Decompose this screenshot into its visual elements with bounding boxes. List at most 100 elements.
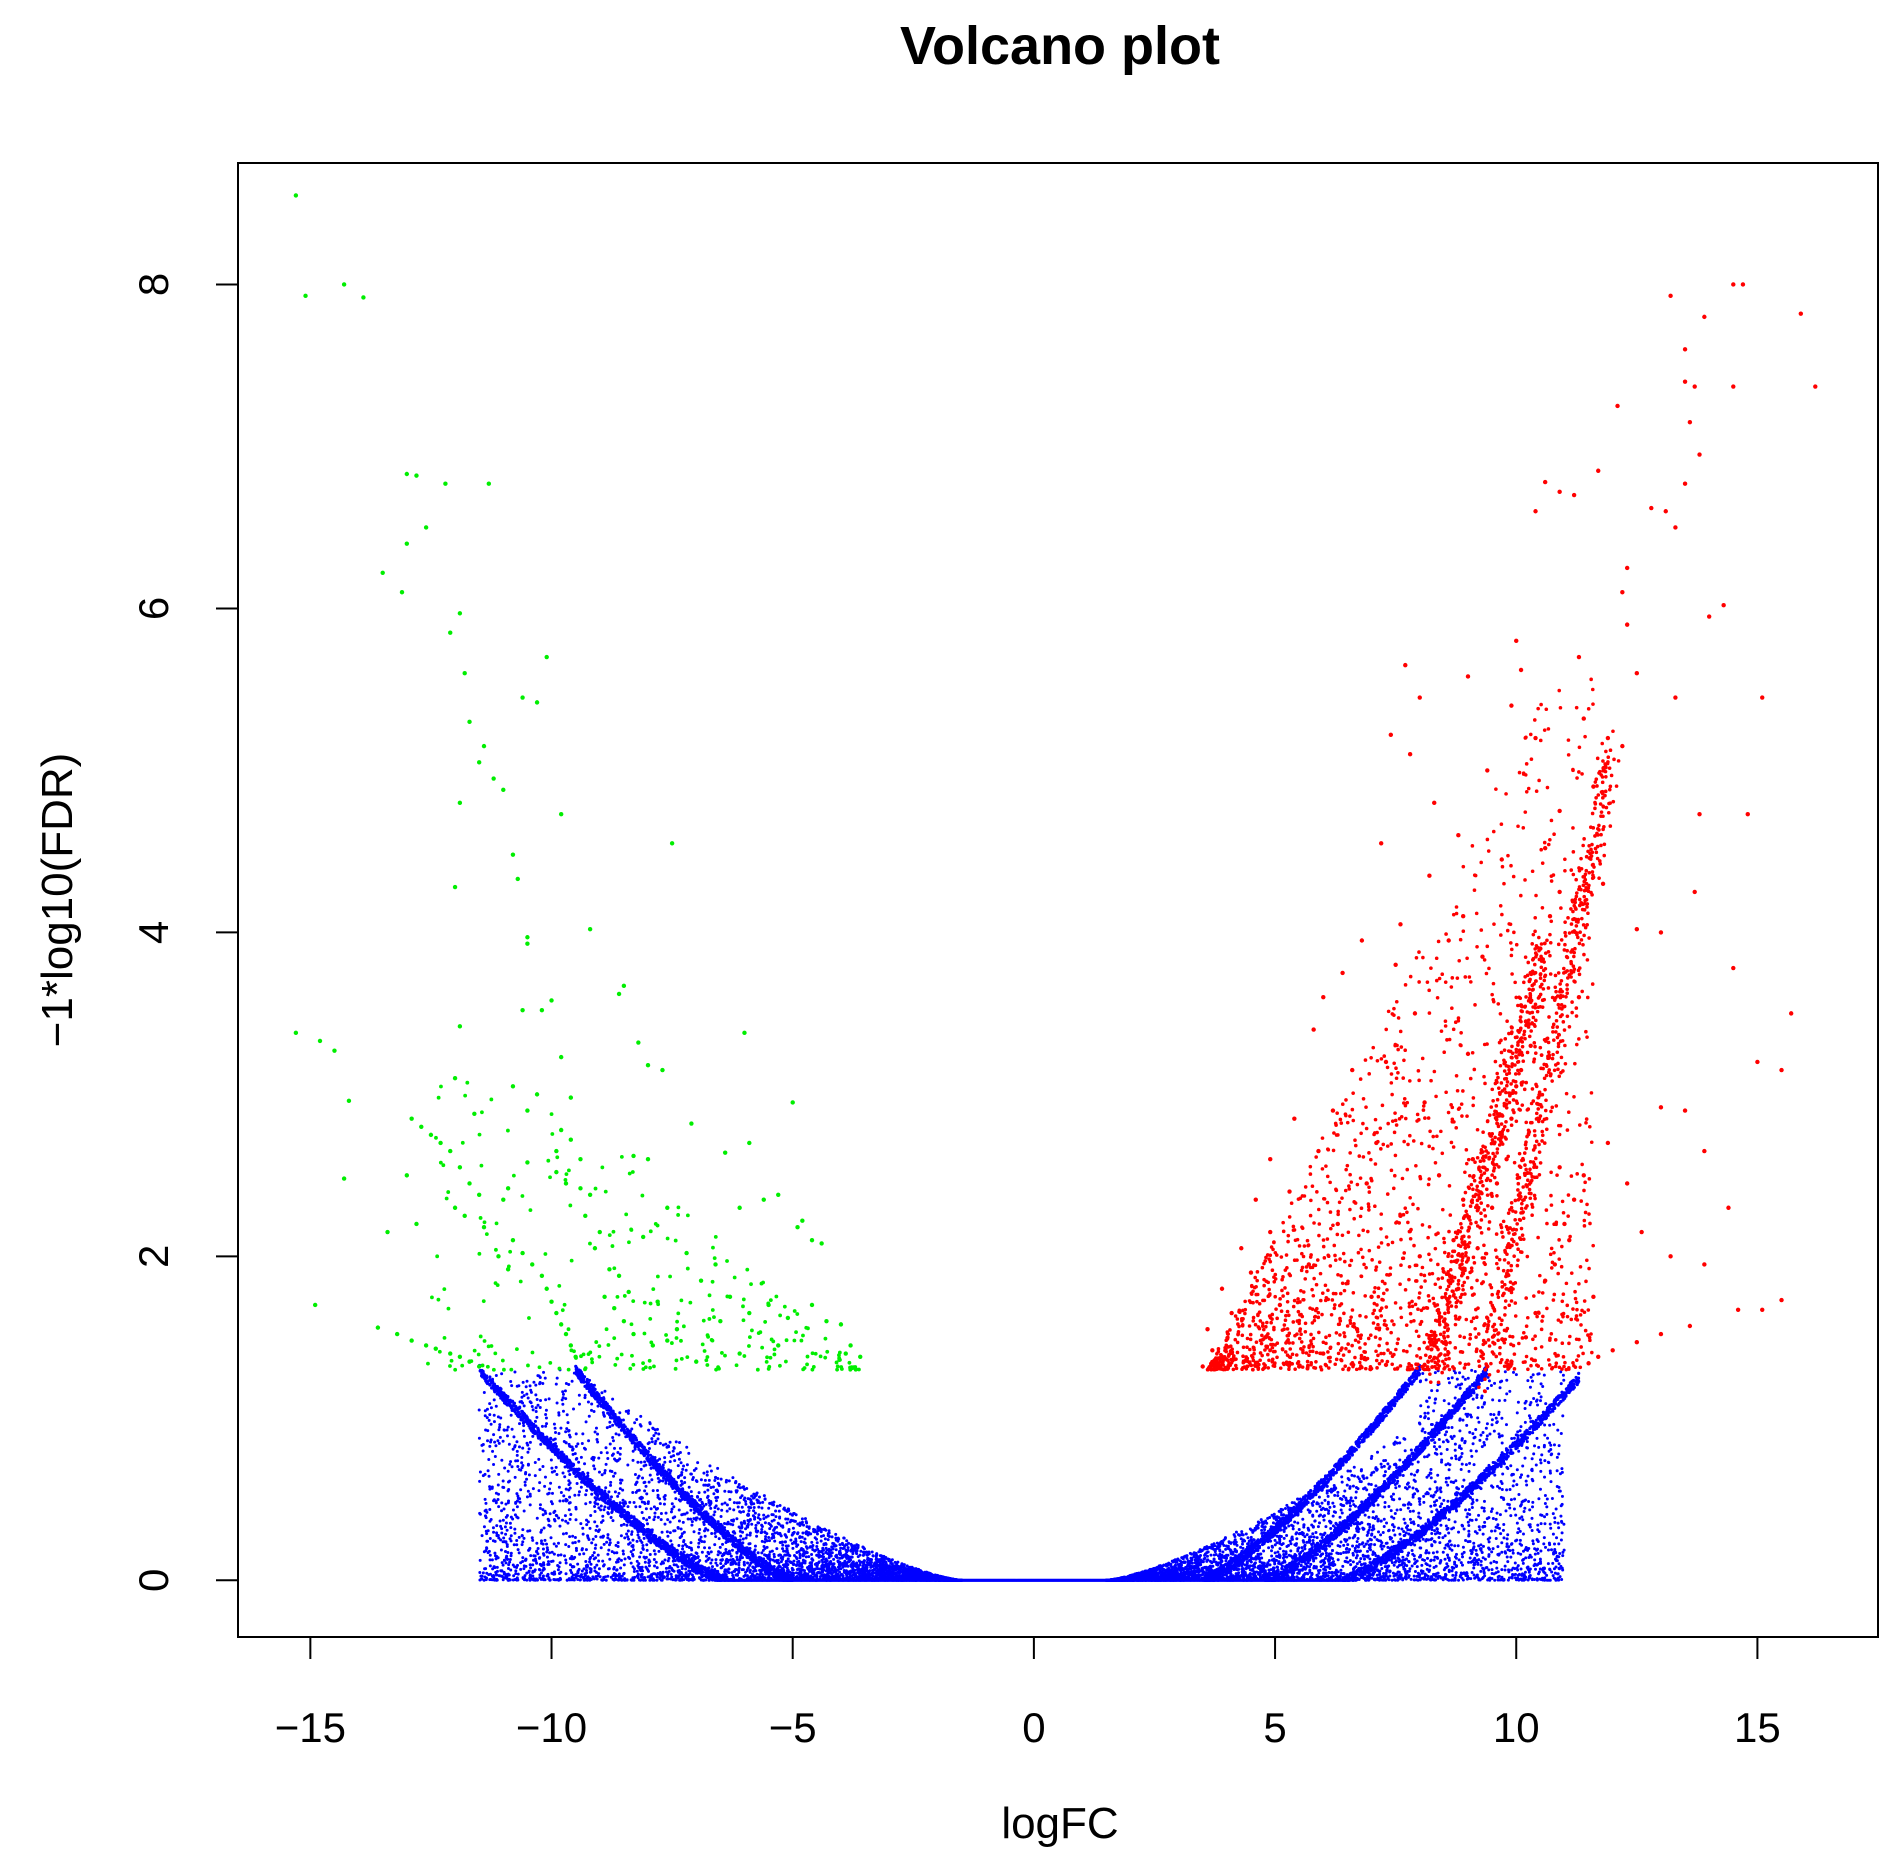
point-not-significant — [1286, 1543, 1290, 1547]
point-not-significant — [613, 1471, 617, 1475]
point-not-significant — [579, 1485, 583, 1489]
point-not-significant — [1505, 1392, 1509, 1396]
point-not-significant — [815, 1541, 819, 1545]
point-not-significant — [1470, 1570, 1474, 1574]
point-not-significant — [735, 1517, 739, 1521]
point-not-significant — [775, 1504, 779, 1508]
point-not-significant — [630, 1530, 634, 1534]
point-not-significant — [1458, 1429, 1462, 1433]
point-not-significant — [560, 1518, 564, 1522]
point-not-significant — [1341, 1564, 1345, 1568]
point-not-significant — [544, 1408, 548, 1412]
point-not-significant — [1323, 1498, 1327, 1502]
point-not-significant — [500, 1458, 504, 1462]
point-not-significant — [703, 1534, 707, 1538]
point-not-significant — [638, 1505, 642, 1509]
point-not-significant — [1441, 1440, 1445, 1444]
point-not-significant — [1500, 1541, 1504, 1545]
point-not-significant — [507, 1563, 511, 1567]
point-not-significant — [580, 1569, 584, 1573]
point-not-significant — [521, 1556, 525, 1560]
point-not-significant — [617, 1491, 621, 1495]
point-not-significant — [564, 1430, 568, 1434]
point-not-significant — [1397, 1526, 1401, 1530]
point-not-significant — [492, 1398, 496, 1402]
point-not-significant — [1556, 1428, 1560, 1432]
point-not-significant — [1474, 1428, 1478, 1432]
point-not-significant — [524, 1557, 528, 1561]
point-not-significant — [598, 1575, 602, 1579]
point-not-significant — [1446, 1553, 1450, 1557]
point-not-significant — [1533, 1444, 1537, 1448]
point-not-significant — [629, 1561, 633, 1565]
point-not-significant — [1275, 1534, 1279, 1538]
point-not-significant — [527, 1569, 531, 1573]
point-not-significant — [502, 1485, 506, 1489]
point-not-significant — [1506, 1548, 1510, 1552]
point-not-significant — [1365, 1533, 1369, 1537]
point-not-significant — [1289, 1578, 1293, 1582]
point-not-significant — [699, 1535, 703, 1539]
point-not-significant — [681, 1547, 685, 1551]
point-not-significant — [597, 1456, 601, 1460]
point-not-significant — [554, 1382, 558, 1386]
point-not-significant — [1355, 1540, 1359, 1544]
point-not-significant — [1528, 1567, 1532, 1571]
point-not-significant — [1315, 1536, 1319, 1540]
point-not-significant — [549, 1481, 553, 1485]
point-not-significant — [584, 1559, 588, 1563]
point-not-significant — [1490, 1484, 1494, 1488]
point-not-significant — [571, 1541, 575, 1545]
point-not-significant — [1533, 1552, 1537, 1556]
point-not-significant — [1470, 1368, 1474, 1372]
point-not-significant — [1348, 1498, 1352, 1502]
point-not-significant — [1511, 1551, 1515, 1555]
point-not-significant — [638, 1423, 642, 1427]
point-not-significant — [1246, 1536, 1250, 1540]
point-not-significant — [525, 1379, 529, 1383]
point-not-significant — [542, 1526, 546, 1530]
point-not-significant — [750, 1522, 754, 1526]
point-not-significant — [1276, 1550, 1280, 1554]
point-not-significant — [1458, 1386, 1462, 1390]
point-not-significant — [1469, 1449, 1473, 1453]
point-not-significant — [512, 1574, 516, 1578]
point-not-significant — [1447, 1518, 1451, 1522]
point-not-significant — [1389, 1495, 1393, 1499]
point-not-significant — [1537, 1445, 1541, 1449]
point-not-significant — [1542, 1373, 1546, 1377]
point-not-significant — [800, 1535, 804, 1539]
point-not-significant — [1493, 1578, 1497, 1582]
point-not-significant — [538, 1568, 542, 1572]
point-not-significant — [564, 1487, 568, 1491]
point-not-significant — [1525, 1440, 1529, 1444]
point-not-significant — [1505, 1378, 1509, 1382]
point-not-significant — [1523, 1407, 1527, 1411]
point-not-significant — [1423, 1430, 1427, 1434]
point-not-significant — [1453, 1371, 1457, 1375]
point-not-significant — [547, 1397, 551, 1401]
point-not-significant — [663, 1522, 667, 1526]
point-not-significant — [661, 1479, 665, 1483]
point-not-significant — [661, 1570, 665, 1574]
point-not-significant — [1426, 1417, 1430, 1421]
point-not-significant — [1334, 1521, 1338, 1525]
point-not-significant — [595, 1437, 599, 1441]
point-not-significant — [741, 1537, 745, 1541]
point-not-significant — [1267, 1559, 1271, 1563]
point-not-significant — [538, 1481, 542, 1485]
point-not-significant — [1503, 1398, 1507, 1402]
point-not-significant — [531, 1408, 535, 1412]
point-not-significant — [539, 1442, 543, 1446]
point-not-significant — [1279, 1507, 1283, 1511]
point-not-significant — [558, 1561, 562, 1565]
point-not-significant — [1490, 1423, 1494, 1427]
point-not-significant — [696, 1461, 700, 1465]
point-not-significant — [1278, 1547, 1282, 1551]
point-not-significant — [606, 1552, 610, 1556]
point-not-significant — [1440, 1414, 1444, 1418]
point-not-significant — [1408, 1528, 1412, 1532]
point-not-significant — [1526, 1578, 1530, 1582]
point-not-significant — [893, 1560, 897, 1564]
point-not-significant — [710, 1565, 714, 1569]
